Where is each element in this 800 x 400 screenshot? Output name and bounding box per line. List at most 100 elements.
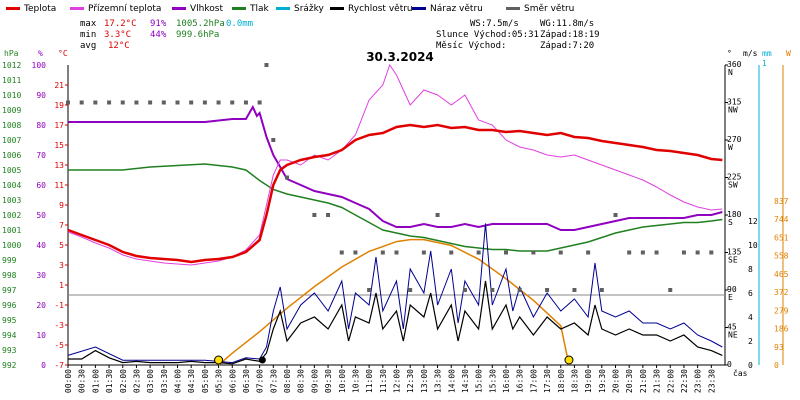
wm2-tick-label: 279 <box>774 306 789 315</box>
legend-item-tlak: Tlak <box>232 4 270 14</box>
hpa-tick-label: 1000 <box>2 241 21 250</box>
hpa-tick-label: 996 <box>2 301 17 310</box>
wind-dir-point <box>367 288 372 292</box>
wind-dir-point <box>202 100 207 105</box>
legend-item-teplota: Teplota <box>6 4 56 14</box>
x-tick-label: 09:30 <box>324 369 333 393</box>
temp-tick-label: 13 <box>54 161 64 170</box>
legend-item-prizemni-teplota: Přízemní teplota <box>70 4 161 14</box>
dir-tick-compass: SW <box>728 181 738 190</box>
stats-block: max 17.2°C 91% 1005.2hPa 0.0mm min 3.3°C… <box>80 19 600 51</box>
axis-hpa-label: hPa <box>4 49 19 58</box>
legend-swatch <box>330 7 344 10</box>
x-tick-label: 18:30 <box>570 369 579 393</box>
pct-tick-label: 40 <box>36 241 46 250</box>
x-tick-label: 03:00 <box>146 369 155 393</box>
wind-dir-point <box>558 250 563 255</box>
ms-tick-label: 6 <box>748 289 753 298</box>
wm2-tick-label: 837 <box>774 197 789 206</box>
dir-tick-degrees: 90 <box>727 285 737 294</box>
rain-marker <box>258 356 266 364</box>
axis-dir-label: ° <box>727 49 732 58</box>
wind-dir-point <box>326 213 331 217</box>
axis-temp-label: °C <box>58 49 68 58</box>
dir-tick-degrees: 45 <box>727 323 737 332</box>
legend-swatch <box>276 7 290 10</box>
legend-label: Přízemní teplota <box>88 4 161 14</box>
temp-tick-label: -1 <box>54 301 64 310</box>
x-tick-label: 17:30 <box>543 369 552 393</box>
x-tick-label: 04:30 <box>187 369 196 393</box>
stat-ws: WS:7.5m/s <box>470 19 519 29</box>
dir-tick-compass: S <box>728 218 733 227</box>
wind-dir-point <box>230 100 235 105</box>
wind-dir-point <box>599 288 604 292</box>
hpa-tick-label: 1005 <box>2 166 21 175</box>
x-tick-label: 10:00 <box>338 369 347 393</box>
ms-tick-label: 4 <box>748 313 753 322</box>
wind-dir-point <box>695 250 700 255</box>
legend-swatch <box>172 7 186 10</box>
pct-tick-label: 50 <box>36 211 46 220</box>
dir-tick-compass: NE <box>728 331 738 340</box>
wind-dir-point <box>517 288 522 292</box>
temp-tick-label: -3 <box>54 321 64 330</box>
x-tick-label: 22:30 <box>680 369 689 393</box>
x-tick-label: 13:30 <box>434 369 443 393</box>
x-tick-label: 01:00 <box>91 369 100 393</box>
stat-moon-set: Západ:7:20 <box>540 41 594 51</box>
legend-item-smer-vetru: Směr větru <box>506 4 574 14</box>
x-tick-label: 03:30 <box>160 369 169 393</box>
x-tick-label: 21:00 <box>639 369 648 393</box>
x-tick-label: 07:30 <box>269 369 278 393</box>
wind-dir-point <box>161 100 166 105</box>
legend-item-srazky: Srážky <box>276 4 325 14</box>
wind-dir-point <box>504 250 508 255</box>
wind-dir-point <box>531 250 536 255</box>
temp-tick-label: -5 <box>54 341 64 350</box>
hpa-tick-label: 1006 <box>2 151 21 160</box>
x-tick-label: 06:30 <box>242 369 251 393</box>
axis-wm2-label: W <box>786 49 791 58</box>
x-tick-label: 08:00 <box>283 369 292 393</box>
pct-tick-label: 100 <box>32 61 47 70</box>
dir-tick-degrees: 225 <box>727 173 742 182</box>
stat-min-press: 999.6hPa <box>176 30 219 40</box>
hpa-tick-label: 993 <box>2 346 17 355</box>
x-tick-label: 05:30 <box>215 369 224 393</box>
x-axis: 00:00 00:30 01:00 01:30 02:00 02:30 03:00 03:30… <box>64 365 716 393</box>
wind-dir-point <box>586 250 591 255</box>
pct-tick-label: 80 <box>36 121 46 130</box>
x-tick-label: 23:30 <box>707 369 716 393</box>
temp-tick-label: 3 <box>59 261 64 270</box>
x-tick-label: 15:00 <box>475 369 484 393</box>
series-layer <box>66 63 723 366</box>
sun-marker <box>214 355 224 365</box>
x-tick-label: 02:00 <box>119 369 128 393</box>
wind-dir-point <box>668 288 673 292</box>
pct-tick-label: 70 <box>36 151 46 160</box>
legend-label: Rychlost větru <box>348 4 413 14</box>
wind-dir-point <box>79 100 84 105</box>
series-wind-speed <box>68 280 723 365</box>
wind-dir-point <box>243 100 248 105</box>
x-tick-label: 19:30 <box>598 369 607 393</box>
pct-tick-label: 60 <box>36 181 46 190</box>
wind-dir-point <box>640 250 645 255</box>
stat-min-hum: 44% <box>150 30 167 40</box>
hpa-tick-label: 992 <box>2 361 17 370</box>
wind-dir-point <box>408 288 413 292</box>
legend-label: Tlak <box>249 4 270 14</box>
hpa-tick-label: 1002 <box>2 211 21 220</box>
series-temperature <box>67 123 723 264</box>
x-tick-label: 16:30 <box>516 369 525 393</box>
temp-tick-label: 7 <box>59 221 64 230</box>
temp-tick-label: 15 <box>54 141 64 150</box>
wind-dir-point <box>312 213 317 217</box>
x-tick-label: 14:30 <box>461 369 470 393</box>
legend-item-rychlost-vetru: Rychlost větru <box>330 4 413 14</box>
dir-tick-degrees: 0 <box>727 360 732 369</box>
sun-marker <box>564 355 574 365</box>
